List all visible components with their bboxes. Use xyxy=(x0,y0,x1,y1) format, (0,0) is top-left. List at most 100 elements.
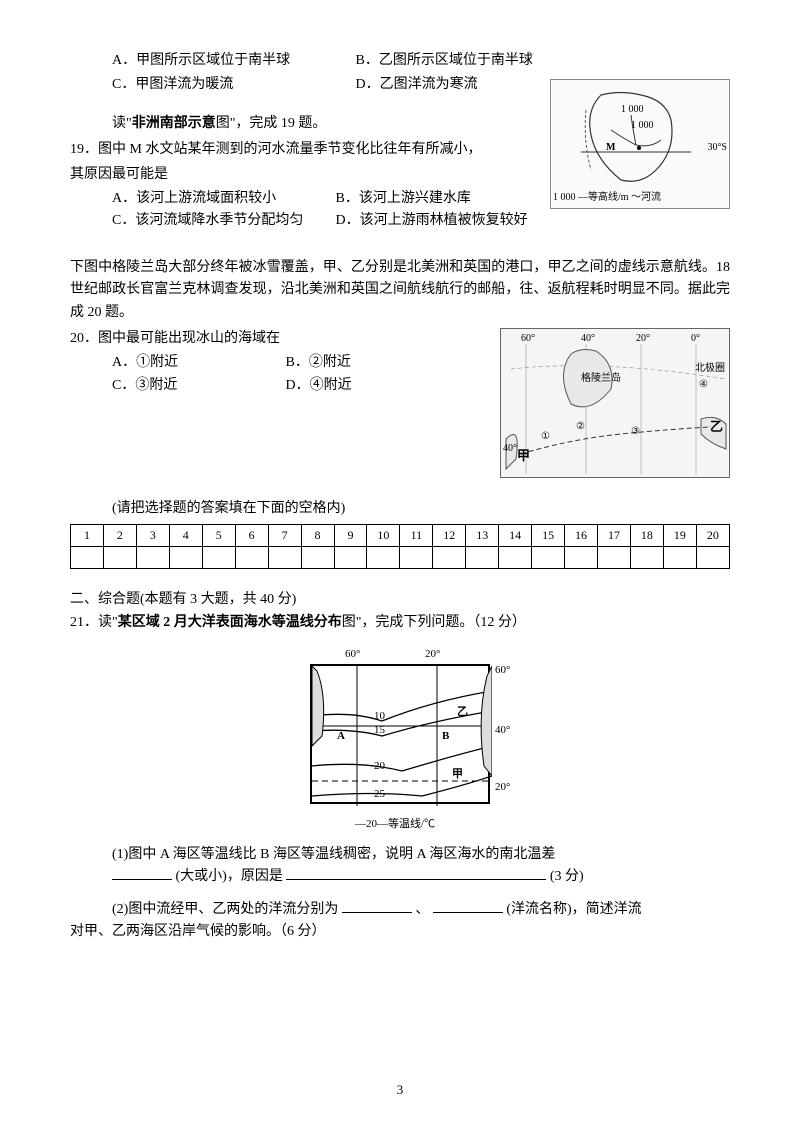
q20-opt-b: B．②附近 xyxy=(286,352,351,374)
ans-cell[interactable] xyxy=(367,547,400,569)
q20-opt-c: C．③附近 xyxy=(112,375,282,397)
contour-label-2: 1 000 xyxy=(631,118,654,134)
pt-1: ① xyxy=(541,429,550,445)
q21-sub1-tail: (3 分) xyxy=(550,869,584,884)
ans-cell[interactable] xyxy=(696,547,729,569)
ans-cell[interactable] xyxy=(136,547,169,569)
hdr-10: 10 xyxy=(367,525,400,547)
opt-d: D．乙图洋流为寒流 xyxy=(356,74,478,96)
hdr-14: 14 xyxy=(499,525,532,547)
ans-cell[interactable] xyxy=(532,547,565,569)
hdr-20: 20 xyxy=(696,525,729,547)
fig19-legend: 1 000 —等高线/m ～河流 xyxy=(553,190,729,206)
pt-2: ② xyxy=(576,419,585,435)
q21-sub2-mid: 、 xyxy=(415,902,429,917)
hdr-7: 7 xyxy=(268,525,301,547)
opt-c: C．甲图洋流为暖流 xyxy=(112,74,352,96)
iso-lon-60: 60° xyxy=(345,646,360,664)
ans-cell[interactable] xyxy=(466,547,499,569)
pt-4: ④ xyxy=(699,377,708,393)
ans-cell[interactable] xyxy=(268,547,301,569)
arctic-label: 北极圈 xyxy=(695,361,725,377)
q21-sub1: (1)图中 A 海区等温线比 B 海区等温线稠密，说明 A 海区海水的南北温差 … xyxy=(112,844,730,889)
hdr-17: 17 xyxy=(598,525,631,547)
answer-blank-row xyxy=(71,547,730,569)
section2-title: 二、综合题(本题有 3 大题，共 40 分) xyxy=(70,589,730,611)
iso-lat-20: 20° xyxy=(495,779,510,797)
hdr-6: 6 xyxy=(235,525,268,547)
answer-grid: 1 2 3 4 5 6 7 8 9 10 11 12 13 14 15 16 1… xyxy=(70,524,730,569)
hdr-16: 16 xyxy=(565,525,598,547)
m-station-label: M xyxy=(606,140,615,156)
ans-cell[interactable] xyxy=(400,547,433,569)
q20-opt-d: D．④附近 xyxy=(286,375,352,397)
ans-cell[interactable] xyxy=(630,547,663,569)
ans-cell[interactable] xyxy=(301,547,334,569)
blank-daxiao[interactable] xyxy=(112,879,172,880)
hdr-12: 12 xyxy=(433,525,466,547)
answer-note: (请把选择题的答案填在下面的空格内) xyxy=(112,498,730,520)
q20-intro: 下图中格陵兰岛大部分终年被冰雪覆盖，甲、乙分别是北美洲和英国的港口，甲乙之间的虚… xyxy=(70,257,730,324)
figure-africa-south: 1 000 1 000 30°S M 1 000 —等高线/m ～河流 xyxy=(550,79,730,209)
q20-opt-a: A．①附近 xyxy=(112,352,282,374)
port-jia: 甲 xyxy=(517,446,530,467)
isotherm-box: 10 15 20 25 A B 乙 甲 xyxy=(310,664,490,804)
blank-reason[interactable] xyxy=(286,879,546,880)
q-prev-options: A．甲图所示区域位于南半球 B．乙图所示区域位于南半球 xyxy=(112,50,730,72)
hdr-2: 2 xyxy=(103,525,136,547)
figure-greenland: 60° 40° 20° 0° 格陵兰岛 北极圈 甲 乙 40° ① ② ③ ④ xyxy=(500,328,730,478)
label-B: B xyxy=(442,728,449,746)
q21-sub2-b: (洋流名称)，简述洋流 xyxy=(506,902,641,917)
ans-cell[interactable] xyxy=(334,547,367,569)
hdr-18: 18 xyxy=(630,525,663,547)
q19-opt-c: C．该河流域降水季节分配均匀 xyxy=(112,210,332,232)
figure-isotherm: 60° 20° 60° 40° 20° 10 15 20 25 A B 乙 甲 … xyxy=(270,644,530,834)
q19-opt-b: B．该河上游兴建水库 xyxy=(336,188,471,210)
ans-cell[interactable] xyxy=(499,547,532,569)
page-number: 3 xyxy=(397,1080,404,1101)
ans-cell[interactable] xyxy=(433,547,466,569)
hdr-3: 3 xyxy=(136,525,169,547)
ans-cell[interactable] xyxy=(235,547,268,569)
label-yi: 乙 xyxy=(457,704,468,722)
pt-3: ③ xyxy=(631,424,640,440)
q21-stem: 21．读"某区域 2 月大洋表面海水等温线分布图"，完成下列问题。（12 分） xyxy=(70,612,730,634)
hdr-4: 4 xyxy=(169,525,202,547)
greenland-label: 格陵兰岛 xyxy=(581,371,621,387)
iso-lat-40: 40° xyxy=(495,722,510,740)
ans-cell[interactable] xyxy=(71,547,104,569)
ans-cell[interactable] xyxy=(103,547,136,569)
opt-a: A．甲图所示区域位于南半球 xyxy=(112,50,352,72)
answer-header-row: 1 2 3 4 5 6 7 8 9 10 11 12 13 14 15 16 1… xyxy=(71,525,730,547)
hdr-8: 8 xyxy=(301,525,334,547)
q21-sub2-a: (2)图中流经甲、乙两处的洋流分别为 xyxy=(112,902,338,917)
iso-lon-20: 20° xyxy=(425,646,440,664)
q21-sub1-mid: (大或小)，原因是 xyxy=(176,869,283,884)
ans-cell[interactable] xyxy=(169,547,202,569)
lat-40: 40° xyxy=(503,441,517,457)
label-jia: 甲 xyxy=(452,766,463,784)
iso-lat-60: 60° xyxy=(495,662,510,680)
label-A: A xyxy=(337,728,345,746)
isotherm-legend: —20—等温线/℃ xyxy=(355,816,435,834)
lat-label: 30°S xyxy=(707,140,727,156)
q21-sub2: (2)图中流经甲、乙两处的洋流分别为 、 (洋流名称)，简述洋流 xyxy=(112,899,730,921)
port-yi: 乙 xyxy=(710,417,723,438)
blank-current-2[interactable] xyxy=(433,912,503,913)
ans-cell[interactable] xyxy=(202,547,235,569)
iso-20: 20 xyxy=(374,758,385,776)
ans-cell[interactable] xyxy=(598,547,631,569)
contour-label-1: 1 000 xyxy=(621,102,644,118)
hdr-9: 9 xyxy=(334,525,367,547)
greenland-svg xyxy=(501,329,731,479)
hdr-19: 19 xyxy=(663,525,696,547)
hdr-1: 1 xyxy=(71,525,104,547)
iso-25: 25 xyxy=(374,786,385,804)
hdr-11: 11 xyxy=(400,525,433,547)
ans-cell[interactable] xyxy=(663,547,696,569)
iso-15: 15 xyxy=(374,722,385,740)
blank-current-1[interactable] xyxy=(342,912,412,913)
ans-cell[interactable] xyxy=(565,547,598,569)
opt-b: B．乙图所示区域位于南半球 xyxy=(356,50,533,72)
hdr-5: 5 xyxy=(202,525,235,547)
